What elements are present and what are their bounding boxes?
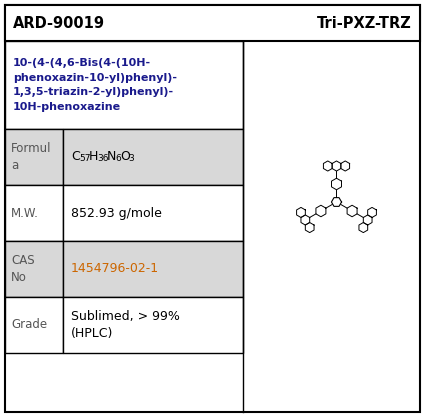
Text: 36: 36 <box>97 154 108 163</box>
Bar <box>63 129 243 185</box>
Text: 1454796-02-1: 1454796-02-1 <box>71 262 159 276</box>
Text: 3: 3 <box>128 154 134 163</box>
Text: Formul
a: Formul a <box>11 142 51 172</box>
Bar <box>5 5 420 41</box>
Text: N: N <box>107 150 116 163</box>
Text: ARD-90019: ARD-90019 <box>13 15 105 30</box>
Bar <box>5 41 243 129</box>
Bar <box>5 129 63 185</box>
Text: O: O <box>120 150 130 163</box>
Text: C: C <box>71 150 80 163</box>
Text: Tri-PXZ-TRZ: Tri-PXZ-TRZ <box>317 15 412 30</box>
Text: Grade: Grade <box>11 319 47 332</box>
Text: 10-(4-(4,6-Bis(4-(10H-
phenoxazin-10-yl)phenyl)-
1,3,5-triazin-2-yl)phenyl)-
10H: 10-(4-(4,6-Bis(4-(10H- phenoxazin-10-yl)… <box>13 58 177 112</box>
Bar <box>63 185 243 241</box>
Bar <box>63 297 243 353</box>
Bar <box>5 297 63 353</box>
Bar <box>63 241 243 297</box>
Text: 6: 6 <box>115 154 121 163</box>
Text: Sublimed, > 99%
(HPLC): Sublimed, > 99% (HPLC) <box>71 310 180 340</box>
Text: CAS
No: CAS No <box>11 254 34 284</box>
Bar <box>5 185 63 241</box>
Text: H: H <box>89 150 98 163</box>
Text: 57: 57 <box>79 154 91 163</box>
Bar <box>5 241 63 297</box>
Text: M.W.: M.W. <box>11 206 39 219</box>
Text: 852.93 g/mole: 852.93 g/mole <box>71 206 162 219</box>
